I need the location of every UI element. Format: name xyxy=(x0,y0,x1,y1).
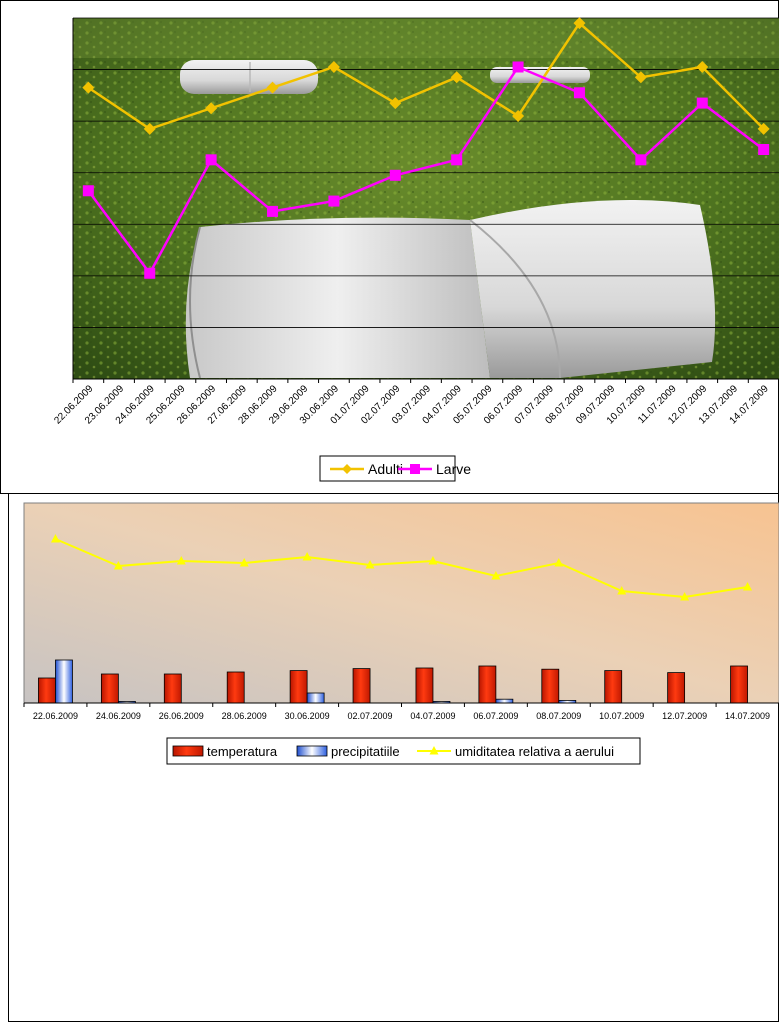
chart2-legend-swatch-temperatura xyxy=(172,745,204,757)
chart1-marker-adulti xyxy=(82,81,95,94)
adults-larvae-line-chart: 22.06.200923.06.200924.06.200925.06.2009… xyxy=(0,0,779,494)
chart1-series-line-adulti xyxy=(87,21,765,131)
chart2-plot-area xyxy=(24,503,779,702)
chart2-bar-temperatura xyxy=(100,673,119,704)
chart1-marker-adulti xyxy=(205,102,218,115)
chart2-x-tick-label: 24.06.2009 xyxy=(96,711,141,721)
chart1-marker-larve xyxy=(82,185,94,197)
chart2-legend-label-temperatura: temperatura xyxy=(207,744,278,759)
chart2-x-tick-label: 02.07.2009 xyxy=(348,711,393,721)
chart2-humidity-marker xyxy=(239,558,249,567)
chart2-humidity-marker xyxy=(428,556,438,565)
chart2-bar-precipitatiile xyxy=(117,701,136,704)
chart1-series xyxy=(82,17,770,279)
chart1-marker-larve xyxy=(144,267,156,279)
chart1-marker-larve xyxy=(573,87,585,99)
chart2-bar-temperatura xyxy=(352,668,371,704)
chart1-marker-adulti xyxy=(389,97,402,110)
chart2-plot-background xyxy=(23,502,779,704)
chart1-gridlines xyxy=(73,17,779,328)
chart2-bar-temperatura xyxy=(415,667,434,704)
chart2-x-tick-label: 14.07.2009 xyxy=(725,711,770,721)
chart2-humidity-polyline xyxy=(55,538,748,599)
chart2-bar-temperatura xyxy=(730,665,748,704)
chart2-x-tick-label: 22.06.2009 xyxy=(33,711,78,721)
chart2-x-tick-label: 30.06.2009 xyxy=(285,711,330,721)
chart1-legend-marker-adulti xyxy=(342,464,352,474)
chart2-x-tick-label: 06.07.2009 xyxy=(473,711,518,721)
chart2-x-tick-label: 26.06.2009 xyxy=(159,711,204,721)
chart2-bar-temperatura xyxy=(667,672,686,704)
chart1-series-line-larve xyxy=(87,65,765,276)
chart2-legend-swatch-precipitatiile xyxy=(296,745,328,757)
chart2-humidity-marker xyxy=(491,571,501,580)
chart2-bar-temperatura xyxy=(289,670,308,704)
chart1-marker-adulti xyxy=(450,71,463,84)
chart2-legend-label-umiditatea: umiditatea relativa a aerului xyxy=(455,744,614,759)
chart1-marker-adulti xyxy=(573,17,586,30)
chart2-legend-label-precipitatiile: precipitatiile xyxy=(331,744,400,759)
chart1-marker-larve xyxy=(758,144,770,156)
chart2-bar-temperatura xyxy=(541,668,560,704)
chart1-legend-label-adulti: Adulti xyxy=(368,461,403,477)
chart2-humidity-line xyxy=(50,534,753,601)
chart2-frame xyxy=(8,493,779,1022)
chart2-legend: temperatura precipitatiile umiditatea rela… xyxy=(166,737,641,765)
chart1-marker-adulti xyxy=(327,60,340,73)
chart2-bar-temperatura xyxy=(163,673,182,704)
chart2-humidity-marker xyxy=(617,586,627,595)
chart1-marker-adulti xyxy=(757,122,770,135)
chart1-marker-adulti xyxy=(634,71,647,84)
chart2-bar-precipitatiile xyxy=(558,700,577,704)
chart1-legend-marker-larve xyxy=(410,464,420,474)
chart2-bar-precipitatiile xyxy=(432,701,451,704)
chart2-bar-temperatura xyxy=(226,671,245,704)
chart2-bar-temperatura xyxy=(604,670,623,704)
chart1-marker-adulti xyxy=(266,81,279,94)
chart1-marker-adulti xyxy=(143,122,156,135)
chart2-x-tick-label: 08.07.2009 xyxy=(536,711,581,721)
chart1-legend-label-larve: Larve xyxy=(436,461,471,477)
chart1-marker-larve xyxy=(696,97,708,109)
chart1-marker-larve xyxy=(205,154,217,166)
chart2-bars xyxy=(38,659,748,704)
chart2-humidity-marker xyxy=(176,556,186,565)
chart1-marker-adulti xyxy=(512,109,525,122)
chart2-bar-temperatura xyxy=(478,665,497,704)
chart2-bar-precipitatiile xyxy=(306,692,325,704)
chart2-humidity-marker xyxy=(302,552,312,561)
chart1-marker-larve xyxy=(451,154,463,166)
chart2-humidity-marker xyxy=(50,534,60,543)
chart2-humidity-marker xyxy=(680,592,690,601)
chart1-marker-larve xyxy=(512,61,524,73)
chart1-marker-larve xyxy=(328,195,340,207)
chart2-x-tick-labels: 22.06.2009 24.06.2009 26.06.2009 28.06.2009… xyxy=(33,711,770,721)
chart2-axes xyxy=(23,702,779,707)
chart2-x-tick-label: 10.07.2009 xyxy=(599,711,644,721)
chart1-marker-larve xyxy=(635,154,647,166)
chart2-humidity-marker xyxy=(113,561,123,570)
chart1-marker-adulti xyxy=(696,60,709,73)
field-photo-background xyxy=(73,18,779,379)
chart1-marker-larve xyxy=(267,205,279,217)
chart2-x-tick-label: 04.07.2009 xyxy=(410,711,455,721)
chart2-x-tick-label: 28.06.2009 xyxy=(222,711,267,721)
chart1-axes xyxy=(72,18,779,383)
chart2-humidity-marker xyxy=(554,558,564,567)
chart2-humidity-marker xyxy=(365,560,375,569)
chart1-legend: Adulti Larve xyxy=(319,455,471,482)
chart1-marker-larve xyxy=(389,169,401,181)
chart2-bar-precipitatiile xyxy=(495,698,514,704)
chart2-bar-temperatura xyxy=(38,677,56,704)
chart2-x-tick-label: 12.07.2009 xyxy=(662,711,707,721)
chart2-legend-marker-umiditatea xyxy=(429,746,439,755)
chart2-humidity-marker xyxy=(743,582,753,591)
chart2-bar-precipitatiile xyxy=(55,659,73,704)
